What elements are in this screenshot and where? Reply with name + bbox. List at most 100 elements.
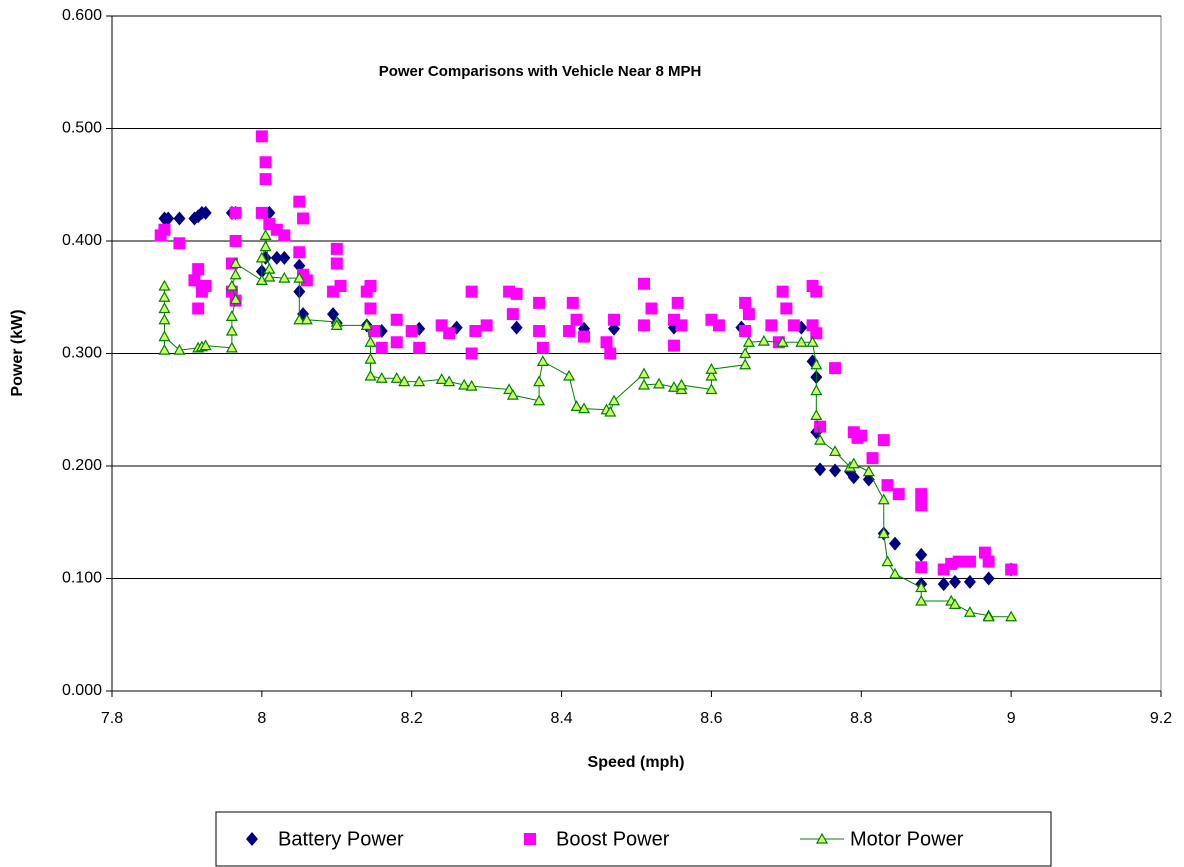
point [637,277,650,290]
legend-box [215,811,1052,867]
point [293,195,306,208]
point [158,313,171,325]
point [293,313,306,325]
point [192,263,205,276]
x-tick-label: 9.2 [1150,710,1172,727]
point [742,308,755,321]
point [158,343,171,355]
point [739,358,752,370]
point [855,429,868,442]
point [506,388,519,400]
point [963,574,976,589]
x-tick-label: 8.6 [700,710,722,727]
chart-title: Power Comparisons with Vehicle Near 8 MP… [379,63,702,80]
point [533,325,546,337]
point [199,205,212,220]
point [982,571,995,586]
point [259,173,272,186]
point [162,211,175,226]
point [881,479,894,492]
point [225,341,238,353]
point [225,310,238,321]
point [608,313,621,326]
point [510,287,523,300]
y-tick-label: 0.000 [62,682,102,699]
point [739,325,752,337]
point [364,302,377,315]
point [862,465,875,477]
point [199,280,212,292]
x-tick-label: 9 [1007,710,1016,727]
point [293,271,306,283]
point [982,610,995,622]
point [158,302,171,314]
legend-marker [815,832,829,844]
point [814,433,827,445]
point [364,280,377,292]
x-tick-label: 8.2 [401,710,423,727]
legend-marker [524,833,536,845]
point [398,375,411,387]
point [465,285,478,298]
point [705,363,718,374]
point [375,341,388,354]
point [158,330,171,342]
legend-label: Motor Power [850,828,964,850]
point [255,206,268,219]
point [705,383,718,395]
point [739,347,752,359]
point [1005,563,1018,576]
point [806,336,819,347]
point [229,206,242,219]
point [1005,610,1018,622]
point [810,409,823,420]
point [158,279,171,291]
point [364,352,377,364]
y-tick-label: 0.500 [62,120,102,137]
point [810,384,823,396]
point [675,319,688,332]
point [847,470,860,485]
point [776,285,789,298]
point [600,336,613,349]
point [652,377,665,389]
series-line [163,235,1012,618]
point [892,488,905,501]
x-tick-label: 8 [257,710,266,727]
point [360,319,373,330]
point [948,574,961,589]
point [563,369,576,381]
point [225,324,238,336]
point [405,325,418,337]
point [757,334,770,346]
point [390,336,403,349]
point [877,434,890,447]
point [963,606,976,617]
point [810,327,823,340]
point [330,242,343,255]
point [637,367,651,379]
point [506,308,519,321]
point [915,581,928,593]
legend-label: Battery Power [278,828,404,850]
point [255,130,268,143]
point [229,235,242,247]
point [259,229,272,240]
point [578,402,591,414]
point [443,375,456,387]
point [458,378,471,390]
point [566,296,579,309]
point [270,250,283,265]
point [229,293,242,305]
point [667,339,680,352]
point [158,223,171,236]
x-tick-label: 8.8 [850,710,872,727]
point [199,339,212,351]
point [604,347,617,360]
point [877,527,890,539]
point [765,319,778,332]
y-tick-label: 0.400 [62,232,102,249]
point [278,229,291,242]
point [881,555,894,567]
point [787,319,800,332]
